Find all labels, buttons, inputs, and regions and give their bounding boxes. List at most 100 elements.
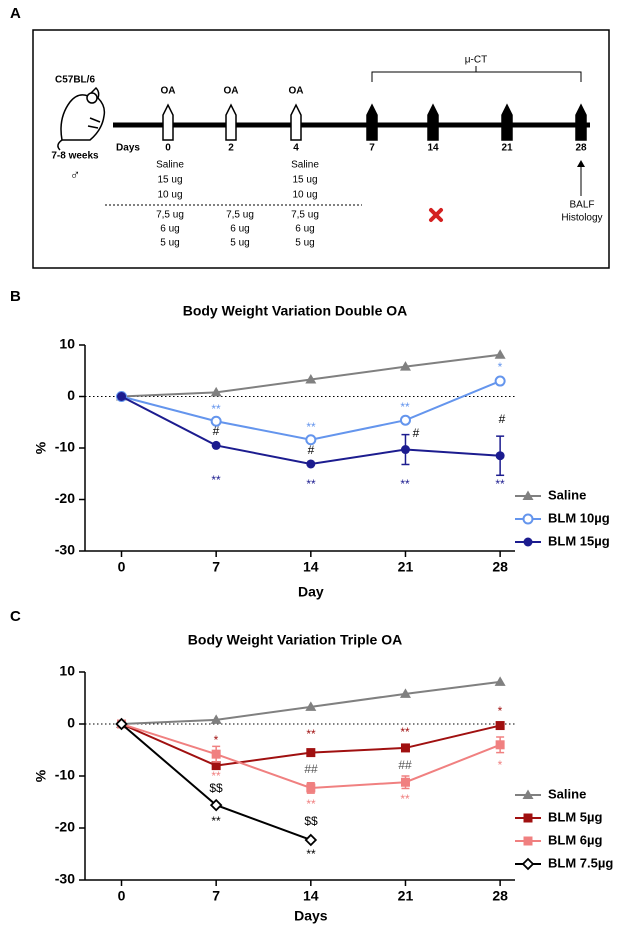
dose: Saline bbox=[291, 160, 319, 171]
marker bbox=[495, 721, 505, 731]
day-label: 4 bbox=[293, 143, 299, 154]
day-label: 7 bbox=[369, 143, 375, 154]
significance-label: ** bbox=[400, 477, 410, 491]
chart-title: Body Weight Variation Triple OA bbox=[188, 632, 402, 648]
marker bbox=[306, 459, 316, 469]
y-tick-label: -10 bbox=[55, 767, 75, 783]
marker bbox=[211, 761, 221, 771]
timepoint-arrow bbox=[225, 103, 237, 141]
y-tick-label: -30 bbox=[55, 871, 75, 887]
x-tick-label: 28 bbox=[492, 559, 508, 575]
marker bbox=[306, 748, 316, 758]
age: 7-8 weeks bbox=[51, 151, 99, 162]
dose: Saline bbox=[156, 160, 184, 171]
diagram-frame bbox=[32, 29, 610, 269]
significance-label: ** bbox=[211, 473, 221, 487]
significance-label: * bbox=[498, 758, 503, 772]
y-tick-label: 10 bbox=[59, 336, 75, 352]
marker bbox=[523, 813, 533, 823]
panel-label: A bbox=[10, 5, 21, 22]
dose: 15 ug bbox=[292, 175, 317, 186]
marker bbox=[211, 440, 221, 450]
y-tick-label: -20 bbox=[55, 490, 75, 506]
marker bbox=[400, 777, 410, 787]
y-tick-label: -30 bbox=[55, 542, 75, 558]
panel-label: C bbox=[10, 608, 21, 625]
significance-label: # bbox=[213, 424, 220, 438]
x-tick-label: 14 bbox=[303, 888, 319, 904]
endpoint: BALF bbox=[569, 200, 594, 211]
dose: 6 ug bbox=[160, 224, 179, 235]
mouse-icon bbox=[57, 86, 106, 151]
dose: 10 ug bbox=[157, 190, 182, 201]
x-axis-label: Days bbox=[294, 908, 328, 924]
dose: 15 ug bbox=[157, 175, 182, 186]
significance-label: ** bbox=[400, 792, 410, 806]
dose: 5 ug bbox=[160, 238, 179, 249]
marker bbox=[117, 392, 127, 401]
significance-label: ## bbox=[398, 758, 412, 772]
marker bbox=[522, 490, 534, 500]
marker bbox=[399, 361, 411, 371]
sex: ♂ bbox=[70, 167, 81, 183]
marker bbox=[115, 717, 128, 731]
x-tick-label: 21 bbox=[398, 559, 414, 575]
marker bbox=[400, 743, 410, 753]
significance-label: ** bbox=[306, 477, 316, 491]
dose: 5 ug bbox=[295, 238, 314, 249]
legend-label: Saline bbox=[548, 786, 586, 801]
day-label: 14 bbox=[427, 143, 439, 154]
marker bbox=[210, 386, 222, 397]
significance-label: # bbox=[413, 426, 420, 440]
significance-label: ** bbox=[211, 769, 221, 783]
significance-label: ** bbox=[306, 727, 316, 741]
x-tick-label: 0 bbox=[118, 559, 126, 575]
legend-label: BLM 7.5µg bbox=[548, 855, 613, 870]
marker bbox=[495, 451, 505, 461]
significance-label: ## bbox=[304, 762, 318, 776]
oa-label: OA bbox=[224, 86, 239, 97]
dose: 10 ug bbox=[292, 190, 317, 201]
ct-bracket bbox=[371, 66, 582, 82]
marker bbox=[494, 375, 506, 387]
marker bbox=[494, 676, 506, 686]
x-tick-label: 14 bbox=[303, 559, 319, 575]
significance-label: # bbox=[308, 443, 315, 457]
timepoint-arrow bbox=[162, 103, 174, 141]
timepoint-arrow bbox=[290, 103, 302, 141]
significance-label: * bbox=[498, 360, 503, 374]
x-tick-label: 7 bbox=[212, 559, 220, 575]
endpoint: Histology bbox=[561, 213, 602, 224]
panel-label: B bbox=[10, 288, 21, 305]
significance-label: # bbox=[499, 412, 506, 426]
significance-label: ** bbox=[400, 400, 410, 414]
x-tick-label: 28 bbox=[492, 888, 508, 904]
dose: 5 ug bbox=[230, 238, 249, 249]
x-tick-label: 7 bbox=[212, 888, 220, 904]
marker bbox=[304, 833, 318, 847]
x-axis-label: Day bbox=[298, 584, 324, 600]
marker bbox=[495, 740, 505, 750]
x-tick-label: 21 bbox=[398, 888, 414, 904]
marker bbox=[399, 414, 411, 426]
marker bbox=[305, 434, 317, 446]
day-label: 0 bbox=[165, 143, 171, 154]
day-label: 2 bbox=[228, 143, 234, 154]
y-axis-label: % bbox=[33, 769, 49, 782]
significance-label: ** bbox=[306, 797, 316, 811]
y-tick-label: -20 bbox=[55, 819, 75, 835]
days-label: Days bbox=[116, 143, 140, 154]
marker bbox=[522, 789, 534, 799]
marker bbox=[399, 688, 411, 698]
chart-title: Body Weight Variation Double OA bbox=[183, 303, 408, 319]
marker bbox=[210, 714, 222, 724]
marker bbox=[211, 749, 221, 759]
dose: 7,5 ug bbox=[291, 210, 319, 221]
significance-label: ** bbox=[400, 725, 410, 739]
dose: 6 ug bbox=[295, 224, 314, 235]
legend-label: BLM 6µg bbox=[548, 832, 602, 847]
marker bbox=[523, 537, 533, 547]
significance-label: ** bbox=[306, 420, 316, 434]
